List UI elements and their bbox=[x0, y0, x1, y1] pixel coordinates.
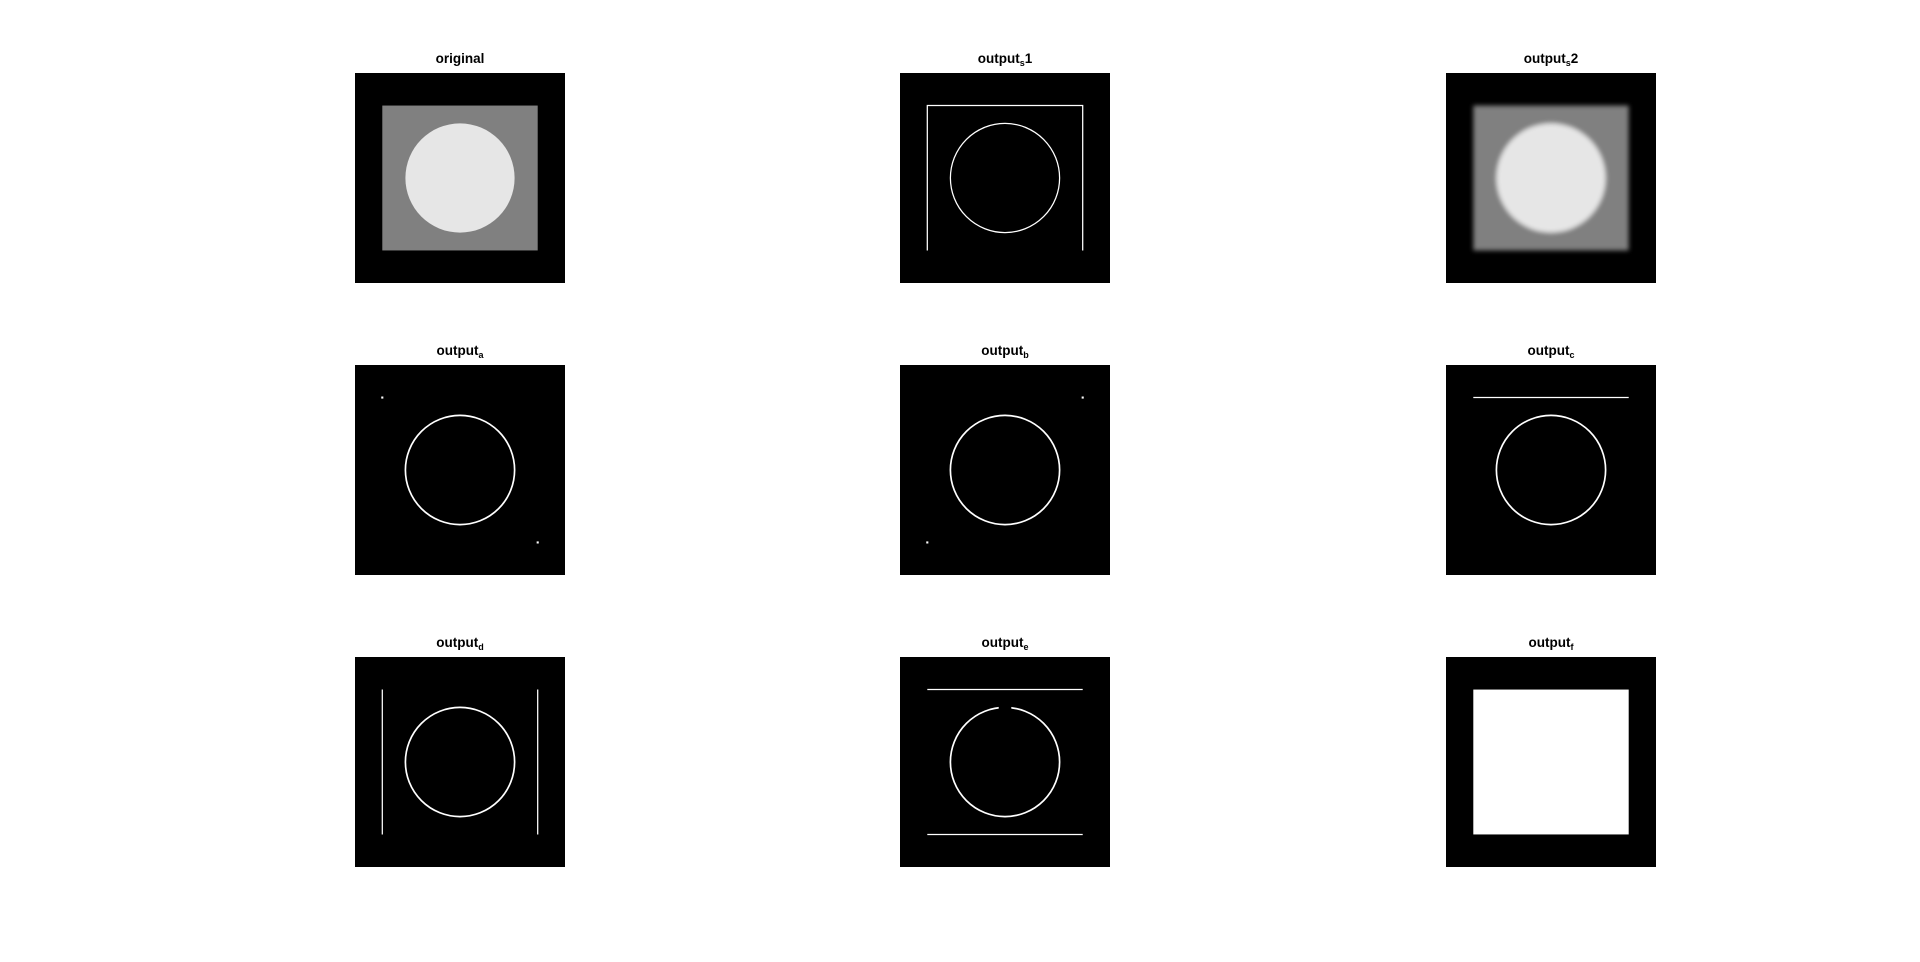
image-output-s1 bbox=[900, 73, 1110, 283]
panel-title-output-b: outputb bbox=[981, 343, 1029, 360]
panel-title-output-e: outpute bbox=[981, 635, 1029, 652]
image-output-c bbox=[1446, 365, 1656, 575]
image-output-d bbox=[355, 657, 565, 867]
image-output-s2 bbox=[1446, 73, 1656, 283]
image-output-b bbox=[900, 365, 1110, 575]
image-output-f bbox=[1446, 657, 1656, 867]
panel-title-output-d: outputd bbox=[436, 635, 484, 652]
panel-title-output-a: outputa bbox=[436, 343, 484, 360]
panel-title-output-s2: outputs2 bbox=[1523, 51, 1579, 68]
image-original bbox=[355, 73, 565, 283]
panel-title-output-s1: outputs1 bbox=[977, 51, 1033, 68]
image-output-e bbox=[900, 657, 1110, 867]
image-output-a bbox=[355, 365, 565, 575]
panel-title-output-f: outputf bbox=[1528, 635, 1574, 652]
panel-title-output-c: outputc bbox=[1527, 343, 1575, 360]
panel-title-original: original bbox=[435, 51, 485, 66]
